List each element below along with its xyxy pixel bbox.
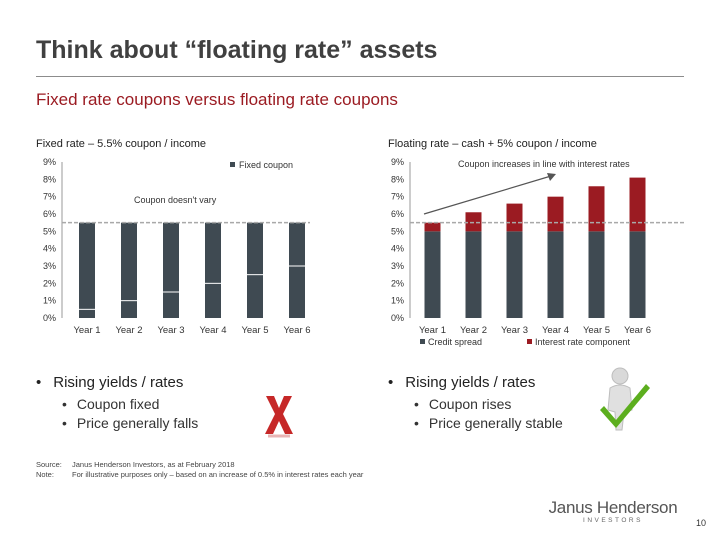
legend-label: Interest rate component <box>535 337 631 347</box>
legend-swatch <box>527 339 532 344</box>
charts-canvas: 0% 1% 2% 3% 4% 5% 6% 7% 8% 9% Year 1 Year 2 Year 3 Ye… <box>43 157 684 347</box>
bar-fixed <box>205 222 221 318</box>
page-title: Think about “floating rate” assets <box>36 36 438 64</box>
y-tick-label: 1% <box>43 296 56 306</box>
note-label: Note: <box>36 470 54 479</box>
legend-label: Credit spread <box>428 337 482 347</box>
y-tick-label: 4% <box>391 244 404 254</box>
y-tick-label: 3% <box>43 261 56 271</box>
annotation-text: Coupon increases in line with interest r… <box>458 159 630 169</box>
y-tick-label: 5% <box>43 226 56 236</box>
legend-swatch <box>420 339 425 344</box>
bullet-dot: • <box>388 374 394 391</box>
red-x-icon <box>265 396 293 438</box>
y-tick-label: 0% <box>43 313 56 323</box>
left-bullet-sub-2: Price generally falls <box>62 414 198 433</box>
bar-interest-rate <box>465 212 482 232</box>
y-tick-label: 6% <box>391 209 404 219</box>
title-divider <box>36 76 684 77</box>
x-tick-label: Year 5 <box>583 325 610 336</box>
bar-credit-spread <box>465 231 482 318</box>
bar-interest-rate <box>506 203 523 232</box>
bar-interest-rate <box>547 196 564 232</box>
y-tick-label: 7% <box>43 192 56 202</box>
bar-fixed <box>163 222 179 318</box>
janus-henderson-logo: Janus Henderson INVESTORS <box>540 498 686 524</box>
y-tick-label: 8% <box>391 174 404 184</box>
x-tick-label: Year 6 <box>283 325 310 336</box>
y-tick-label: 0% <box>391 313 404 323</box>
annotation-text: Coupon doesn't vary <box>134 195 217 205</box>
x-tick-label: Year 2 <box>115 325 142 336</box>
bar-fixed <box>121 222 137 318</box>
note-text: For illustrative purposes only – based o… <box>72 470 364 479</box>
left-bullets: • Rising yields / rates Coupon fixed Pric… <box>36 374 198 433</box>
bar-credit-spread <box>424 231 441 318</box>
y-tick-label: 2% <box>391 278 404 288</box>
logo-tagline: INVESTORS <box>583 517 643 524</box>
bar-interest-rate <box>588 186 605 232</box>
source-label: Source: <box>36 460 62 469</box>
bar-interest-rate <box>424 222 441 232</box>
y-tick-label: 1% <box>391 296 404 306</box>
right-chart-title: Floating rate – cash + 5% coupon / incom… <box>388 138 597 150</box>
y-tick-label: 5% <box>391 226 404 236</box>
right-bullet-sub-1: Coupon rises <box>414 395 563 414</box>
y-tick-label: 9% <box>391 157 404 167</box>
y-tick-label: 6% <box>43 209 56 219</box>
checkmark-figure-icon <box>600 367 650 431</box>
right-bullets: • Rising yields / rates Coupon rises Pric… <box>388 374 563 433</box>
page-subtitle: Fixed rate coupons versus floating rate … <box>36 90 398 109</box>
left-bullet-main: Rising yields / rates <box>53 374 184 391</box>
bar-credit-spread <box>506 231 523 318</box>
right-bullet-main: Rising yields / rates <box>405 374 536 391</box>
logo-name: Janus Henderson <box>548 498 678 517</box>
y-tick-label: 8% <box>43 174 56 184</box>
bar-interest-rate <box>629 177 646 232</box>
x-tick-label: Year 1 <box>73 325 100 336</box>
x-tick-label: Year 4 <box>199 325 226 336</box>
y-tick-label: 9% <box>43 157 56 167</box>
y-tick-label: 4% <box>43 244 56 254</box>
bar-credit-spread <box>588 231 605 318</box>
bar-fixed <box>247 222 263 318</box>
x-tick-label: Year 6 <box>624 325 651 336</box>
bar-fixed <box>289 222 305 318</box>
bar-credit-spread <box>547 231 564 318</box>
bar-credit-spread <box>629 231 646 318</box>
x-tick-label: Year 4 <box>542 325 569 336</box>
x-tick-label: Year 1 <box>419 325 446 336</box>
x-tick-label: Year 5 <box>241 325 268 336</box>
bar-fixed <box>79 222 95 318</box>
trend-arrow-head <box>547 173 556 181</box>
right-bullet-sub-2: Price generally stable <box>414 414 563 433</box>
left-bullet-sub-1: Coupon fixed <box>62 395 198 414</box>
trend-arrow-line <box>423 175 552 215</box>
bullet-dot: • <box>36 374 42 391</box>
x-tick-label: Year 3 <box>157 325 184 336</box>
left-chart-title: Fixed rate – 5.5% coupon / income <box>36 138 206 150</box>
y-tick-label: 7% <box>391 192 404 202</box>
page-number: 10 <box>695 518 706 528</box>
source-text: Janus Henderson Investors, as at Februar… <box>72 460 235 469</box>
y-tick-label: 2% <box>43 278 56 288</box>
legend-swatch <box>230 162 235 167</box>
legend-label: Fixed coupon <box>239 160 293 170</box>
footnotes: Source: Janus Henderson Investors, as at … <box>36 460 363 480</box>
y-tick-label: 3% <box>391 261 404 271</box>
x-tick-label: Year 3 <box>501 325 528 336</box>
x-tick-label: Year 2 <box>460 325 487 336</box>
